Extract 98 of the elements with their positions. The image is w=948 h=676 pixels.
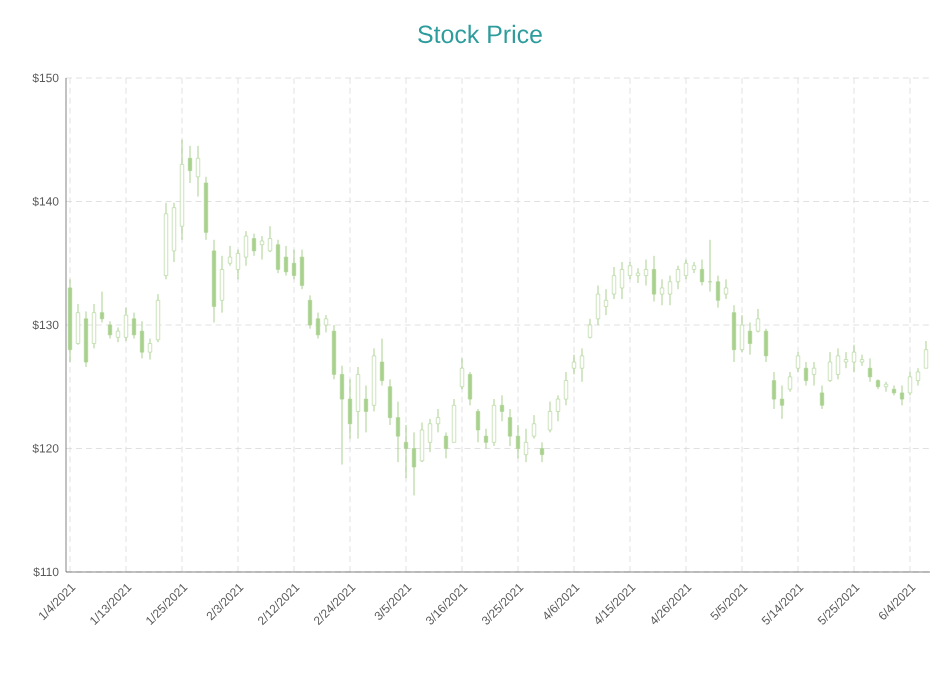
candlestick — [123, 307, 129, 342]
candlestick — [915, 367, 921, 387]
candlestick — [355, 366, 361, 440]
candlestick — [547, 401, 553, 433]
candlestick — [867, 357, 873, 383]
candlestick — [155, 293, 161, 343]
candlestick — [779, 385, 785, 420]
candlestick — [835, 347, 841, 380]
candlestick — [523, 428, 529, 463]
candlestick — [723, 278, 729, 300]
candlestick — [811, 361, 817, 387]
candlestick — [851, 344, 857, 373]
candlestick — [219, 255, 225, 314]
candlestick — [731, 304, 737, 363]
candlestick — [611, 266, 617, 300]
candlestick — [539, 441, 545, 463]
candlestick — [699, 259, 705, 286]
candlestick — [883, 381, 889, 393]
candlestick — [595, 284, 601, 326]
candlestick — [99, 291, 105, 324]
candlestick — [571, 354, 577, 375]
candlestick — [227, 245, 233, 267]
candlestick — [843, 351, 849, 369]
candlestick — [739, 314, 745, 353]
candlestick — [75, 303, 81, 346]
candlestick — [563, 371, 569, 406]
candlestick — [715, 275, 721, 309]
candlestick — [683, 259, 689, 280]
candlestick — [187, 145, 193, 184]
candlestick — [363, 385, 369, 433]
candlestick — [587, 318, 593, 340]
candlestick — [555, 394, 561, 422]
candlestick — [299, 249, 305, 290]
candlestick — [763, 328, 769, 363]
candlestick — [395, 401, 401, 463]
candlestick — [115, 326, 121, 343]
candlestick — [315, 312, 321, 340]
candlestick — [651, 255, 657, 303]
candlestick — [427, 418, 433, 453]
candlestick — [283, 245, 289, 277]
candlestick — [139, 320, 145, 359]
candlestick — [483, 428, 489, 449]
candlestick — [667, 275, 673, 306]
candlestick — [795, 351, 801, 373]
candlestick — [171, 202, 177, 263]
candlestick — [635, 267, 641, 284]
candlestick — [411, 431, 417, 496]
candlestick — [379, 338, 385, 387]
candlestick — [251, 233, 257, 257]
candlestick — [419, 422, 425, 463]
candlestick — [771, 371, 777, 410]
candlestick — [675, 265, 681, 290]
candlestick — [443, 431, 449, 459]
candlestick — [747, 322, 753, 356]
candlestick — [347, 378, 353, 440]
candlestick — [507, 408, 513, 447]
candlestick — [147, 338, 153, 361]
candlestick — [267, 225, 273, 253]
candlestick — [195, 145, 201, 198]
candlestick — [787, 371, 793, 393]
candlestick — [515, 424, 521, 459]
candlestick — [435, 408, 441, 433]
candlestick — [83, 310, 89, 368]
candlestick — [451, 398, 457, 443]
candlestick — [91, 303, 97, 349]
candlestick — [827, 351, 833, 383]
candlestick — [339, 365, 345, 466]
candlestick — [907, 371, 913, 396]
candlestick — [691, 261, 697, 274]
candlestick — [459, 357, 465, 390]
candlestick — [899, 385, 905, 406]
candlestick — [603, 288, 609, 316]
candlestick — [659, 278, 665, 306]
candlestick — [499, 394, 505, 422]
candlestick — [859, 354, 865, 367]
candlestick — [243, 230, 249, 267]
candlestick — [707, 239, 713, 293]
candlestick — [467, 371, 473, 406]
candlestick — [259, 235, 265, 261]
candlestick — [323, 314, 329, 333]
candlestick — [131, 312, 137, 340]
candlestick — [579, 347, 585, 383]
candlestick — [291, 249, 297, 280]
candlestick — [307, 294, 313, 330]
candlestick — [403, 424, 409, 479]
candlestick — [491, 398, 497, 447]
candlestick — [235, 249, 241, 280]
candlestick — [531, 414, 537, 440]
candlestick — [475, 408, 481, 443]
chart-title: Stock Price — [418, 24, 542, 44]
candlestick — [819, 385, 825, 410]
candlestick — [923, 340, 929, 369]
candlestick — [387, 378, 393, 426]
candlestick — [275, 239, 281, 274]
candlestick — [331, 324, 337, 380]
candlestick — [803, 361, 809, 387]
candlestick — [619, 261, 625, 300]
candlestick — [643, 259, 649, 286]
